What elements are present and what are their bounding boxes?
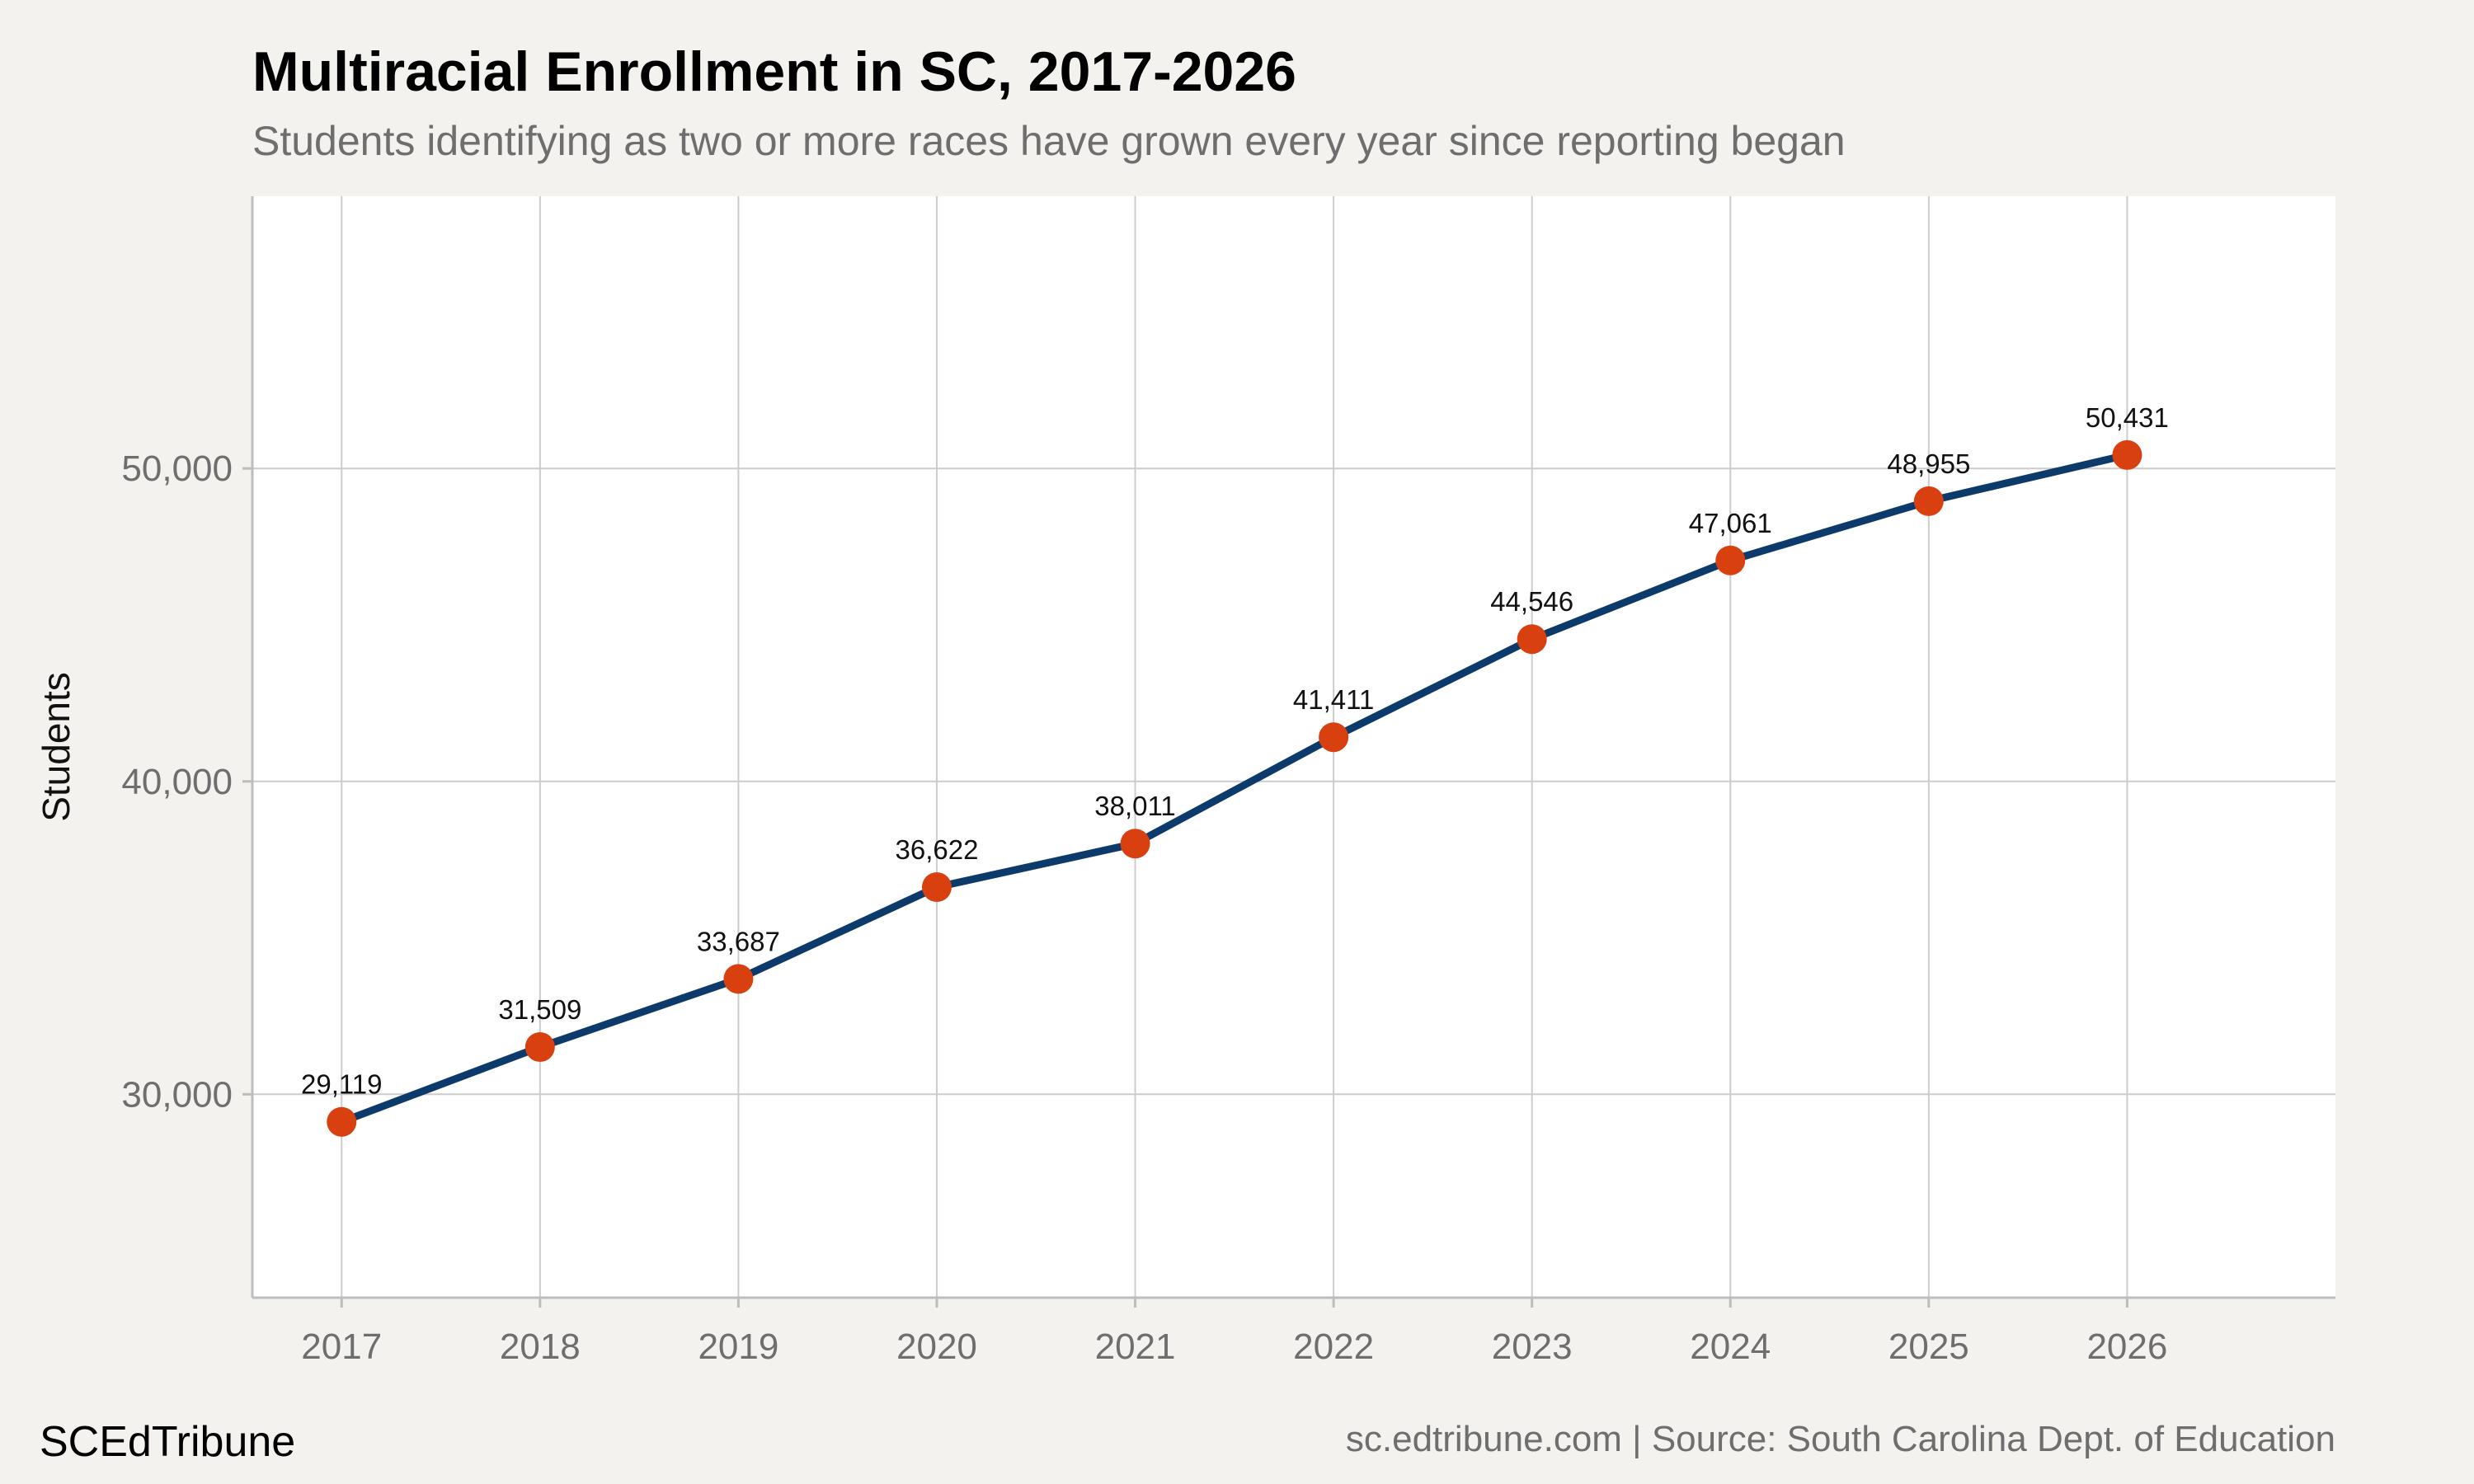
data-label: 36,622 (896, 834, 979, 865)
data-label: 50,431 (2086, 402, 2169, 433)
x-tick-label: 2024 (1690, 1327, 1771, 1367)
data-point (1715, 545, 1746, 575)
x-tick-label: 2025 (1888, 1327, 1969, 1367)
data-label: 47,061 (1689, 508, 1772, 538)
series-line (337, 451, 2131, 1126)
x-tick-label: 2026 (2086, 1327, 2167, 1367)
y-tick-labels: 30,000 40,000 50,000 (121, 448, 252, 1115)
series-multiracial (327, 439, 2142, 1137)
data-point (921, 871, 952, 902)
axes (251, 196, 2335, 1299)
data-label: 38,011 (1094, 791, 1175, 821)
plot-panel (252, 196, 2335, 1298)
data-point (2112, 439, 2142, 470)
data-point (524, 1032, 555, 1063)
x-tick-label: 2023 (1492, 1327, 1573, 1367)
y-axis-label: Students (35, 672, 78, 822)
data-label: 41,411 (1293, 684, 1374, 715)
data-label: 33,687 (697, 926, 780, 956)
x-tick-label: 2019 (698, 1327, 778, 1367)
x-tick-label: 2020 (896, 1327, 977, 1367)
x-tick-label: 2017 (301, 1327, 382, 1367)
brand-logo-text: SCEdTribune (40, 1418, 295, 1466)
data-point (723, 964, 754, 994)
data-label: 44,546 (1490, 586, 1573, 617)
data-point (1517, 624, 1547, 655)
x-tick-label: 2018 (500, 1327, 581, 1367)
data-point (327, 1106, 357, 1137)
footer-source: sc.edtribune.com | Source: South Carolin… (1346, 1419, 2335, 1459)
x-tick-labels: 2017 2018 2019 2020 2021 2022 2023 2024 2025 2026 (301, 1298, 2167, 1367)
data-labels: 29,119 31,509 33,687 36,622 38,011 41,411 44,5… (301, 402, 2169, 1100)
y-tick-label: 30,000 (121, 1074, 233, 1115)
data-label: 29,119 (301, 1069, 382, 1100)
chart-subtitle: Students identifying as two or more race… (252, 118, 1846, 164)
data-label: 48,955 (1887, 448, 1970, 479)
data-point (1319, 722, 1349, 753)
y-tick-label: 50,000 (121, 448, 233, 489)
y-tick-label: 40,000 (121, 762, 233, 802)
chart-title: Multiracial Enrollment in SC, 2017-2026 (252, 40, 1296, 103)
data-point (1913, 486, 1944, 516)
data-point (1120, 829, 1150, 859)
x-tick-label: 2022 (1293, 1327, 1374, 1367)
data-label: 31,509 (498, 994, 581, 1025)
x-tick-label: 2021 (1095, 1327, 1176, 1367)
